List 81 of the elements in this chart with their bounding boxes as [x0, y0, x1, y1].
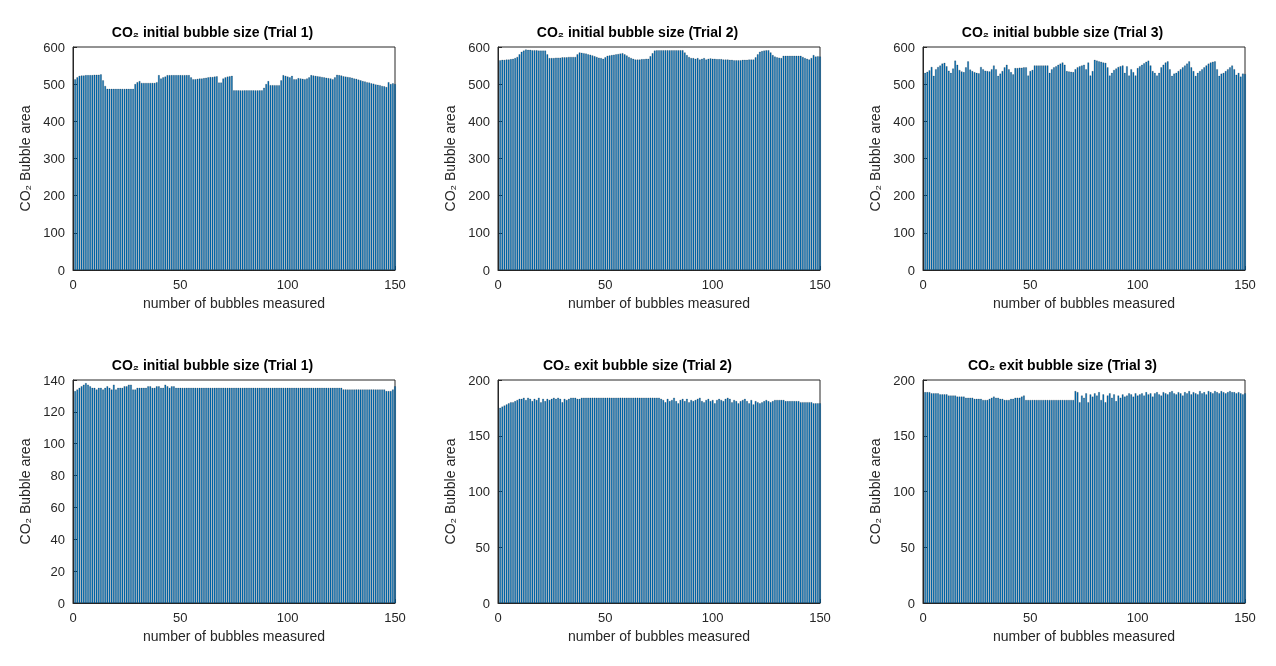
chart-title: CO₂ initial bubble size (Trial 2) — [536, 24, 739, 40]
y-tick-label: 50 — [900, 539, 915, 555]
x-tick-label: 50 — [598, 277, 613, 292]
x-tick-label: 100 — [276, 610, 299, 625]
y-tick-label: 100 — [893, 484, 915, 499]
y-tick-label: 400 — [468, 113, 490, 129]
x-tick-label: 0 — [919, 610, 927, 625]
x-tick-label: 100 — [701, 277, 724, 292]
y-tick-label: 50 — [475, 539, 490, 555]
y-tick-label: 0 — [57, 262, 65, 278]
y-axis-title: CO₂ Bubble area — [442, 105, 459, 212]
x-tick-label: 150 — [1234, 610, 1256, 625]
chart-title: CO₂ initial bubble size (Trial 3) — [961, 24, 1164, 40]
x-tick-label: 150 — [809, 277, 831, 292]
y-tick-label: 60 — [50, 499, 65, 515]
x-axis-title: number of bubbles measured — [992, 294, 1176, 311]
x-tick-label: 0 — [69, 277, 77, 292]
y-tick-label: 120 — [43, 404, 65, 420]
y-tick-label: 600 — [893, 39, 915, 55]
y-tick-label: 500 — [468, 76, 490, 92]
x-tick-label: 100 — [1126, 610, 1149, 625]
y-tick-label: 150 — [893, 428, 915, 444]
y-tick-label: 300 — [43, 151, 65, 166]
x-tick-label: 50 — [598, 610, 613, 625]
x-tick-label: 150 — [384, 610, 406, 625]
x-tick-label: 50 — [1023, 277, 1038, 292]
y-tick-label: 200 — [468, 372, 490, 388]
x-tick-label: 0 — [919, 277, 927, 292]
y-tick-label: 300 — [893, 151, 915, 166]
y-tick-label: 40 — [50, 531, 65, 547]
y-tick-label: 400 — [43, 113, 65, 129]
y-tick-label: 150 — [468, 428, 490, 444]
y-tick-label: 80 — [50, 468, 65, 484]
x-tick-label: 150 — [384, 277, 406, 292]
y-tick-label: 600 — [43, 39, 65, 55]
x-tick-label: 0 — [494, 277, 502, 292]
y-axis-title: CO₂ Bubble area — [17, 438, 34, 545]
y-tick-label: 600 — [468, 39, 490, 55]
y-axis-title: CO₂ Bubble area — [442, 438, 459, 545]
y-tick-label: 200 — [468, 188, 490, 204]
x-tick-label: 150 — [809, 610, 831, 625]
x-axis-title: number of bubbles measured — [142, 294, 326, 311]
y-tick-label: 500 — [893, 76, 915, 92]
y-axis-title: CO₂ Bubble area — [17, 105, 34, 212]
y-axis-title: CO₂ Bubble area — [867, 105, 884, 212]
y-tick-label: 500 — [43, 76, 65, 92]
chart-title: CO₂ exit bubble size (Trial 2) — [542, 357, 733, 373]
x-tick-label: 0 — [69, 610, 77, 625]
x-tick-label: 100 — [1126, 277, 1149, 292]
y-tick-label: 100 — [43, 225, 65, 241]
y-axis-title: CO₂ Bubble area — [867, 438, 884, 545]
y-tick-label: 20 — [50, 563, 65, 579]
y-tick-label: 400 — [893, 113, 915, 129]
x-tick-label: 150 — [1234, 277, 1256, 292]
x-tick-label: 0 — [494, 610, 502, 625]
y-tick-label: 300 — [468, 151, 490, 166]
y-tick-label: 0 — [482, 595, 490, 611]
x-axis-title: number of bubbles measured — [567, 627, 751, 644]
y-tick-label: 100 — [893, 225, 915, 241]
chart-title: CO₂ exit bubble size (Trial 3) — [967, 357, 1158, 373]
y-tick-label: 100 — [468, 484, 490, 499]
y-tick-label: 100 — [43, 436, 65, 452]
y-tick-label: 200 — [43, 188, 65, 204]
chart-title: CO₂ initial bubble size (Trial 1) — [111, 24, 314, 40]
y-tick-label: 200 — [893, 372, 915, 388]
y-tick-label: 0 — [907, 595, 915, 611]
x-tick-label: 50 — [173, 277, 188, 292]
x-tick-label: 50 — [1023, 610, 1038, 625]
y-tick-label: 0 — [482, 262, 490, 278]
y-tick-label: 0 — [57, 595, 65, 611]
y-tick-label: 140 — [43, 372, 65, 388]
y-tick-label: 100 — [468, 225, 490, 241]
x-axis-title: number of bubbles measured — [142, 627, 326, 644]
x-tick-label: 50 — [173, 610, 188, 625]
y-tick-label: 200 — [893, 188, 915, 204]
x-axis-title: number of bubbles measured — [567, 294, 751, 311]
chart-title: CO₂ initial bubble size (Trial 1) — [111, 357, 314, 373]
x-tick-label: 100 — [701, 610, 724, 625]
x-axis-title: number of bubbles measured — [992, 627, 1176, 644]
x-tick-label: 100 — [276, 277, 299, 292]
y-tick-label: 0 — [907, 262, 915, 278]
